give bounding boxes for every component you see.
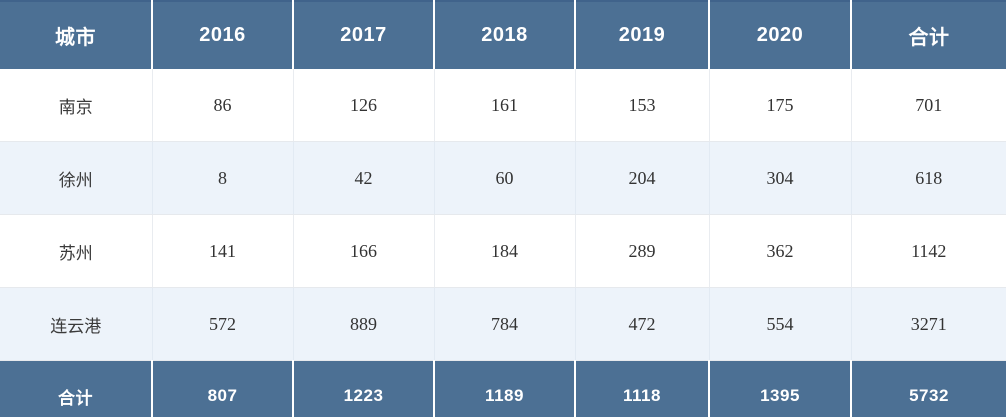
cell-value: 304 xyxy=(709,141,852,215)
cell-value: 472 xyxy=(575,287,710,361)
cell-row-total: 3271 xyxy=(851,287,1006,361)
cell-value: 166 xyxy=(293,214,435,288)
cell-value: 141 xyxy=(152,214,294,288)
cell-value: 362 xyxy=(709,214,852,288)
cell-value: 126 xyxy=(293,69,435,142)
header-cell-2017: 2017 xyxy=(293,0,435,69)
cell-value: 86 xyxy=(152,69,294,142)
cell-value: 8 xyxy=(152,141,294,215)
table-row-lianyungang: 连云港 572 889 784 472 554 3271 xyxy=(0,287,1006,361)
total-cell: 1223 xyxy=(293,360,435,417)
cell-row-total: 618 xyxy=(851,141,1006,215)
total-cell: 1118 xyxy=(575,360,710,417)
cell-value: 889 xyxy=(293,287,435,361)
header-cell-total: 合计 xyxy=(851,0,1006,69)
header-cell-2019: 2019 xyxy=(575,0,710,69)
row-label: 苏州 xyxy=(0,214,153,288)
cell-value: 204 xyxy=(575,141,710,215)
row-label: 连云港 xyxy=(0,287,153,361)
table-row-suzhou: 苏州 141 166 184 289 362 1142 xyxy=(0,214,1006,288)
row-label: 徐州 xyxy=(0,141,153,215)
cell-value: 554 xyxy=(709,287,852,361)
table-row-nanjing: 南京 86 126 161 153 175 701 xyxy=(0,69,1006,142)
cell-value: 184 xyxy=(434,214,576,288)
header-cell-city: 城市 xyxy=(0,0,153,69)
total-row-label: 合计 xyxy=(0,360,153,417)
cell-value: 161 xyxy=(434,69,576,142)
table-row-xuzhou: 徐州 8 42 60 204 304 618 xyxy=(0,141,1006,215)
total-cell-grand: 5732 xyxy=(851,360,1006,417)
cell-row-total: 1142 xyxy=(851,214,1006,288)
cell-value: 42 xyxy=(293,141,435,215)
total-cell: 1395 xyxy=(709,360,852,417)
cell-value: 572 xyxy=(152,287,294,361)
cell-value: 153 xyxy=(575,69,710,142)
total-cell: 807 xyxy=(152,360,294,417)
header-cell-2016: 2016 xyxy=(152,0,294,69)
cell-value: 60 xyxy=(434,141,576,215)
total-row: 合计 807 1223 1189 1118 1395 5732 xyxy=(0,360,1006,417)
cell-value: 289 xyxy=(575,214,710,288)
header-cell-2018: 2018 xyxy=(434,0,576,69)
total-cell: 1189 xyxy=(434,360,576,417)
cell-row-total: 701 xyxy=(851,69,1006,142)
row-label: 南京 xyxy=(0,69,153,142)
cell-value: 175 xyxy=(709,69,852,142)
header-row: 城市 2016 2017 2018 2019 2020 合计 xyxy=(0,0,1006,69)
cell-value: 784 xyxy=(434,287,576,361)
header-cell-2020: 2020 xyxy=(709,0,852,69)
